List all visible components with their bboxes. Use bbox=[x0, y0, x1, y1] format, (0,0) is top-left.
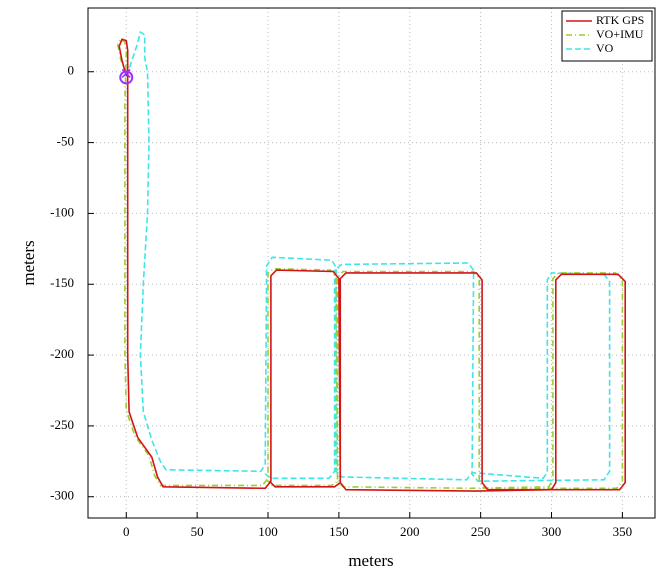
y-tick-label: -300 bbox=[50, 488, 74, 503]
y-tick-label: -200 bbox=[50, 346, 74, 361]
x-tick-label: 100 bbox=[258, 524, 278, 539]
y-tick-label: -50 bbox=[57, 134, 74, 149]
y-tick-label: -250 bbox=[50, 417, 74, 432]
legend-label: RTK GPS bbox=[596, 13, 644, 27]
y-tick-label: -100 bbox=[50, 204, 74, 219]
x-tick-label: 50 bbox=[191, 524, 204, 539]
y-tick-label: -150 bbox=[50, 275, 74, 290]
trajectory-line bbox=[118, 38, 626, 492]
start-marker bbox=[119, 70, 134, 85]
x-tick-label: 300 bbox=[542, 524, 562, 539]
trajectory-line bbox=[125, 30, 611, 483]
x-axis-title: meters bbox=[348, 551, 393, 570]
x-tick-label: 350 bbox=[613, 524, 633, 539]
y-axis-title: meters bbox=[19, 240, 38, 285]
x-tick-label: 200 bbox=[400, 524, 420, 539]
legend-box bbox=[561, 10, 653, 62]
y-tick-label: 0 bbox=[68, 63, 75, 78]
x-tick-label: 250 bbox=[471, 524, 491, 539]
plot-frame bbox=[87, 7, 656, 519]
x-tick-label: 0 bbox=[123, 524, 130, 539]
x-tick-label: 150 bbox=[329, 524, 349, 539]
legend-label: VO+IMU bbox=[596, 27, 644, 41]
start-cross bbox=[121, 68, 131, 78]
legend-label: VO bbox=[596, 41, 614, 55]
